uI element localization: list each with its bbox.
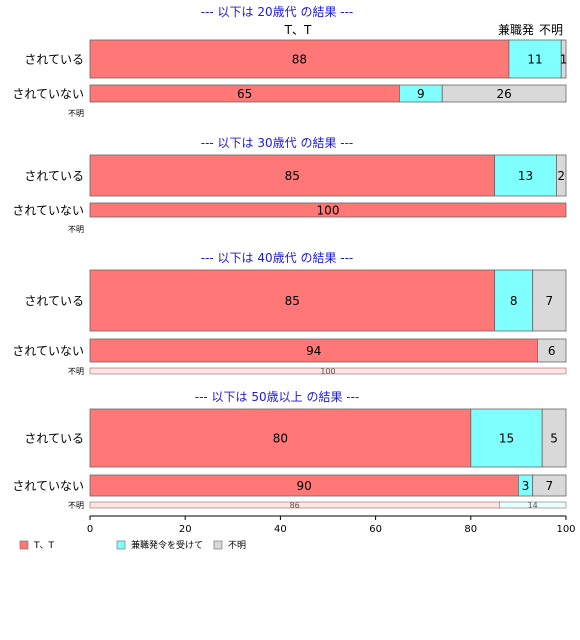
column-header: 兼職発 — [498, 23, 534, 37]
bar-segment — [441, 84, 567, 103]
bar-segment — [508, 39, 562, 79]
data-label: 6 — [548, 344, 556, 358]
data-label: 15 — [499, 432, 514, 446]
legend-label: T、T — [33, 541, 54, 551]
bar-segment — [499, 501, 567, 509]
data-label: 100 — [317, 204, 340, 218]
row-label: されていない — [12, 344, 84, 358]
row-label: されていない — [12, 479, 84, 493]
bar-segment — [89, 202, 567, 218]
data-label: 7 — [546, 479, 554, 493]
data-label: 5 — [550, 432, 558, 446]
bar-segment — [556, 154, 567, 197]
row-label: されていない — [12, 204, 84, 218]
row-label: されている — [24, 169, 84, 183]
data-label: 7 — [546, 294, 554, 308]
column-header: 不明 — [539, 23, 563, 37]
x-tick-label: 20 — [179, 524, 192, 535]
data-label: 14 — [528, 501, 538, 510]
bar-segment — [89, 269, 496, 332]
bar-segment — [532, 269, 567, 332]
bar-segment — [89, 408, 472, 468]
data-label: 94 — [306, 344, 321, 358]
legend-swatch — [19, 540, 29, 550]
x-tick-label: 0 — [87, 524, 93, 535]
panel-title: --- 以下は 30歳代 の結果 --- — [201, 136, 354, 150]
bar-segment — [541, 408, 567, 468]
data-label: 85 — [285, 169, 300, 183]
bar-segment — [89, 367, 567, 375]
x-tick-label: 40 — [274, 524, 287, 535]
data-label: 100 — [320, 367, 335, 376]
bar-segment — [532, 474, 567, 497]
data-label: 86 — [290, 501, 300, 510]
row-label: されている — [24, 294, 84, 308]
data-label: 9 — [417, 87, 425, 101]
row-label: されている — [24, 53, 84, 67]
row-label: されていない — [12, 87, 84, 101]
data-label: 3 — [522, 479, 530, 493]
legend-label: 兼職発令を受けて — [131, 539, 203, 551]
bar-segment — [89, 39, 510, 79]
panel-title: --- 以下は 40歳代 の結果 --- — [201, 251, 354, 265]
panel-title: --- 以下は 20歳代 の結果 --- — [201, 5, 354, 19]
data-label: 11 — [527, 53, 542, 67]
data-label: 13 — [518, 169, 533, 183]
row-label: 不明 — [68, 109, 84, 118]
row-label: されている — [24, 432, 84, 446]
legend-swatch — [213, 540, 223, 550]
bar-segment — [494, 154, 557, 197]
data-label: 85 — [285, 294, 300, 308]
legend-swatch — [116, 540, 126, 550]
column-header: T、T — [284, 23, 312, 37]
data-label: 88 — [292, 53, 307, 67]
bar-segment — [560, 39, 567, 79]
bar-segment — [494, 269, 534, 332]
data-label: 8 — [510, 294, 518, 308]
x-tick-label: 100 — [556, 524, 575, 535]
x-tick-label: 60 — [369, 524, 382, 535]
data-label: 80 — [273, 432, 288, 446]
x-tick-label: 80 — [464, 524, 477, 535]
data-label: 26 — [496, 87, 511, 101]
data-label: 65 — [237, 87, 252, 101]
panel-title: --- 以下は 50歳以上 の結果 --- — [195, 390, 360, 404]
bar-segment — [537, 338, 567, 363]
bar-segment — [470, 408, 543, 468]
row-label: 不明 — [68, 225, 84, 234]
row-label: 不明 — [68, 367, 84, 376]
data-label: 1 — [560, 53, 568, 67]
data-label: 2 — [557, 169, 565, 183]
data-label: 90 — [297, 479, 312, 493]
row-label: 不明 — [68, 501, 84, 510]
legend-label: 不明 — [228, 540, 246, 551]
